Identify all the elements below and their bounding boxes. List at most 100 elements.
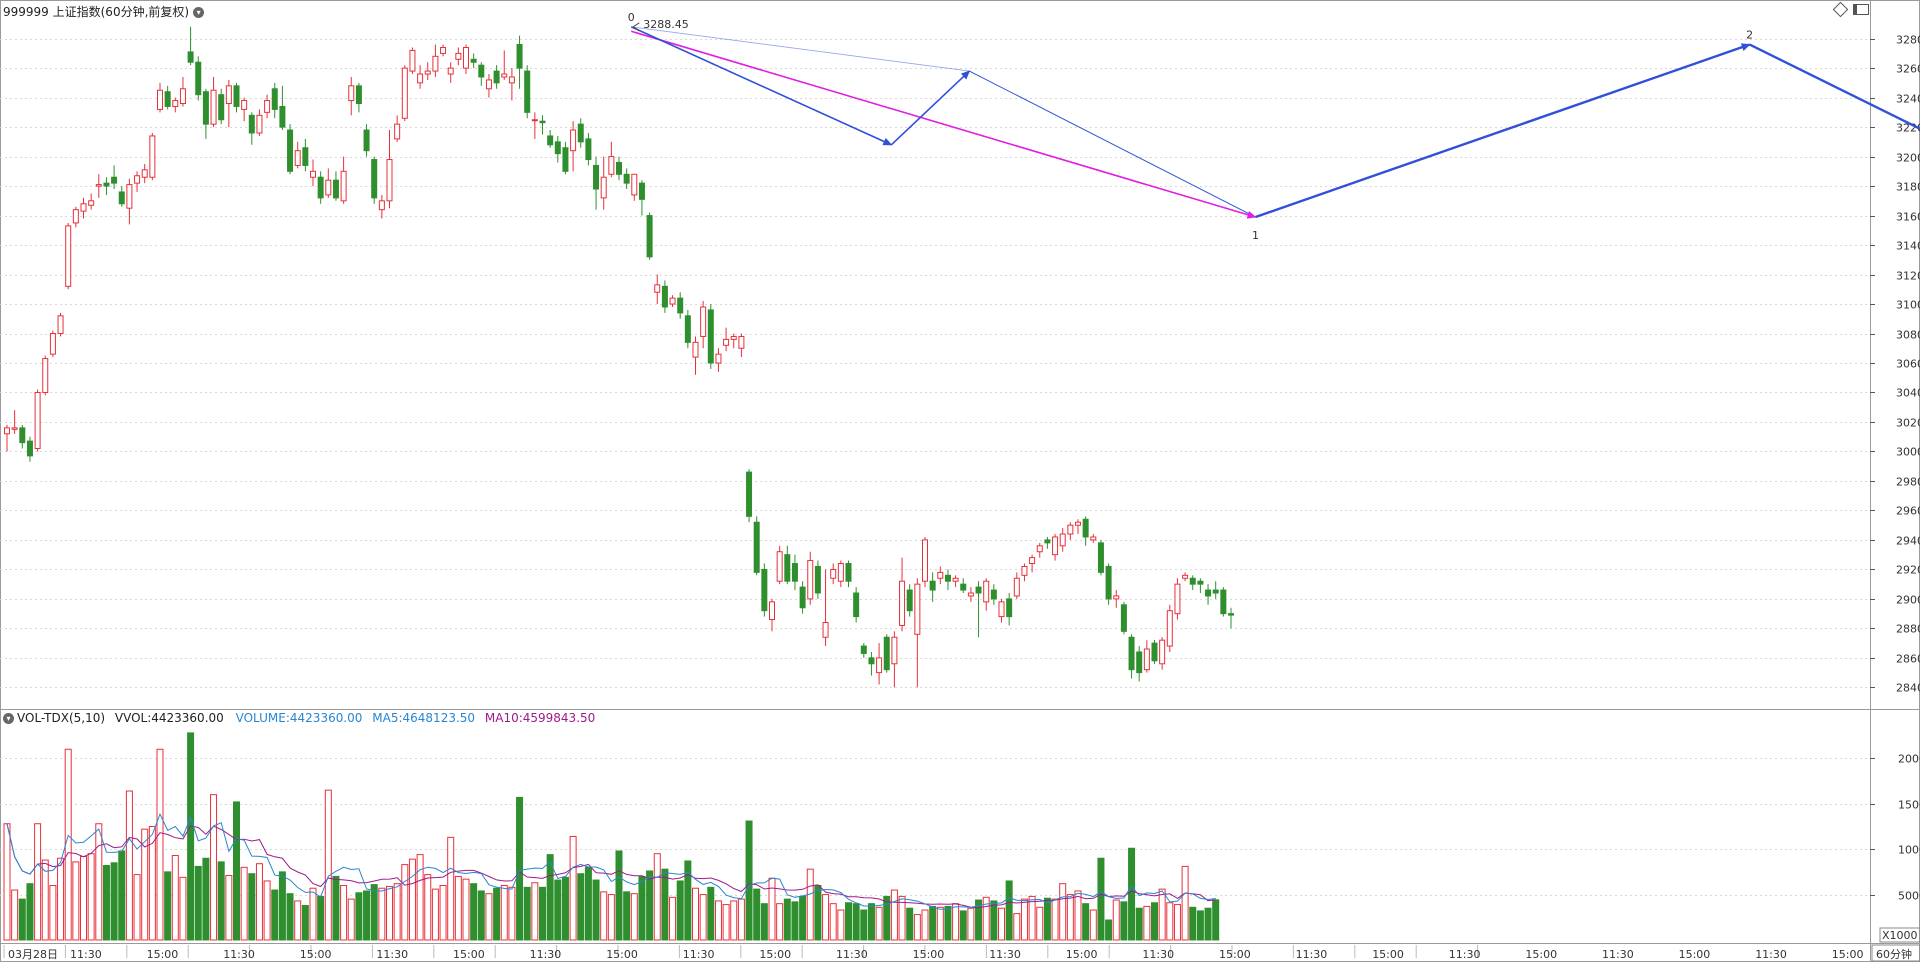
candle-up [141, 169, 148, 178]
candle-up [1067, 524, 1074, 535]
volume-header: ▾ VOL-TDX(5,10) VVOL:4423360.00 VOLUME:44… [3, 711, 595, 725]
candle-up [264, 100, 271, 113]
time-tick-label: 15:00 [1372, 948, 1404, 961]
candle-down [1151, 642, 1158, 662]
volume-bar-down [248, 873, 256, 941]
candle-down [1105, 565, 1112, 600]
chevron-down-icon[interactable]: ▾ [193, 7, 205, 18]
chart-title-text: 999999 上证指数(60分钟,前复权) [3, 5, 190, 19]
candle-down [516, 44, 523, 69]
candle-down [814, 565, 821, 594]
volume-bar-down [187, 732, 195, 941]
candle-up [1075, 521, 1081, 526]
volume-bar-down [661, 868, 669, 941]
candle-down [218, 94, 225, 121]
volume-bar-up [822, 894, 830, 941]
candle-down [111, 176, 118, 184]
vvol-value: 4423360.00 [151, 711, 224, 725]
ma5-label: MA5: [372, 711, 403, 725]
volume-bar-down [745, 820, 753, 941]
candle-up [608, 156, 615, 175]
volume-bar-down [615, 850, 623, 941]
volume-bar-down [1135, 907, 1143, 941]
candle-down [317, 176, 324, 199]
candle-up [310, 170, 316, 178]
wave-line [969, 70, 1256, 218]
volume-bar-up [829, 903, 837, 941]
candle-up [1013, 577, 1020, 597]
volume-unit-box [1879, 927, 1920, 943]
candle-down [103, 182, 110, 187]
volume-bar-up [1051, 898, 1059, 941]
volume-bar-down [217, 861, 225, 941]
diamond-icon[interactable] [1832, 1, 1849, 18]
volume-bar-up [730, 900, 738, 941]
volume-bar-down [233, 801, 240, 941]
candle-down [1006, 598, 1013, 618]
candle-up [1143, 648, 1150, 671]
price-tick-label: 2920 [1896, 564, 1920, 577]
volume-bar-up [890, 889, 898, 941]
candle-up [952, 577, 959, 582]
candle-down [279, 105, 286, 128]
volume-bar-up [255, 863, 263, 941]
volume-bar-down [202, 857, 210, 941]
ma10-label: MA10: [484, 711, 523, 725]
volume-bar-up [875, 906, 883, 941]
price-tick-label: 3280 [1896, 34, 1920, 47]
candle-down [577, 123, 584, 143]
volume-bar-down [1128, 847, 1136, 941]
candle-up [210, 89, 217, 125]
volume-bar-down [1204, 907, 1212, 941]
time-tick-label: 11:30 [1142, 948, 1174, 961]
candle-down [287, 129, 294, 172]
candle-up [983, 580, 990, 603]
volume-bar-up [439, 885, 447, 941]
volume-bar-down [783, 898, 791, 941]
price-tick-label: 3120 [1896, 270, 1920, 283]
panel-icon[interactable] [1853, 4, 1869, 15]
candle-up [822, 621, 829, 638]
volume-bar-up [133, 874, 141, 941]
volume-bar-down [164, 871, 172, 941]
volume-bar-up [225, 875, 233, 941]
candle-up [394, 123, 401, 140]
candle-up [49, 333, 56, 355]
volume-bar-up [347, 898, 355, 941]
volume-bar-up [424, 874, 432, 941]
volume-bar-up [148, 825, 156, 941]
volume-bar-up [500, 885, 508, 941]
candle-down [539, 120, 546, 124]
timeframe-box [1871, 944, 1920, 962]
candle-up [891, 636, 898, 665]
volume-bar-up [125, 790, 133, 941]
volume-bar-up [294, 900, 302, 941]
volume-tick-label: 15000 [1898, 799, 1920, 812]
volume-bar-down [26, 883, 34, 941]
time-tick-label: 15:00 [1679, 948, 1711, 961]
candle-down [1220, 589, 1227, 615]
volume-label: VOLUME: [235, 711, 290, 725]
time-tick-label: 11:30 [70, 948, 102, 961]
candle-down [677, 297, 684, 314]
time-tick-label: 11:30 [836, 948, 868, 961]
volume-bar-down [906, 907, 914, 941]
candle-up [57, 315, 64, 335]
volume-bar-down [584, 866, 592, 941]
volume-bar-down [539, 886, 546, 941]
volume-bar-up [898, 895, 906, 941]
candle-down [791, 563, 798, 582]
volume-bar-up [1074, 890, 1082, 941]
candle-up [455, 52, 462, 60]
volume-bar-down [1005, 880, 1013, 941]
chevron-down-icon[interactable]: ▾ [3, 713, 14, 724]
candle-down [371, 159, 378, 199]
volume-bar-up [1059, 883, 1067, 941]
price-tick-label: 2960 [1896, 505, 1920, 518]
volume-bar-up [699, 894, 707, 941]
volume-bar-down [516, 796, 524, 941]
volume-bar-up [171, 855, 179, 941]
chart-title[interactable]: 999999 上证指数(60分钟,前复权) ▾ [3, 3, 205, 20]
high-marker-icon [632, 22, 640, 32]
